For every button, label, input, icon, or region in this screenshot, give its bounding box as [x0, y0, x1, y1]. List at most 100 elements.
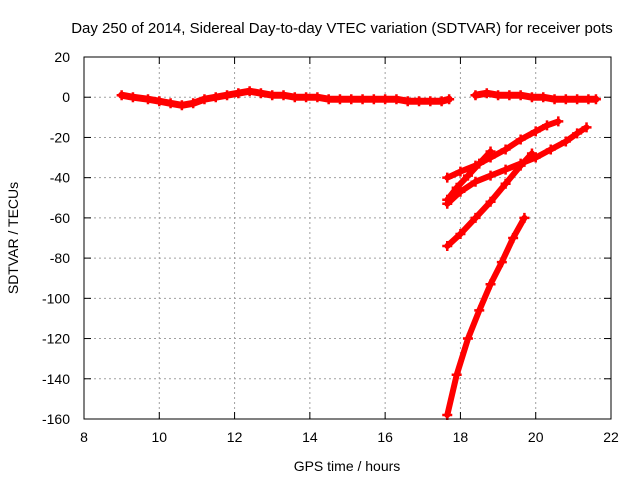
data-point [560, 136, 571, 147]
x-tick-label: 22 [603, 429, 619, 445]
data-point [210, 92, 221, 103]
data-series [442, 146, 496, 205]
data-point [289, 92, 300, 103]
chart-title: Day 250 of 2014, Sidereal Day-to-day VTE… [71, 20, 613, 37]
x-tick-label: 18 [453, 429, 469, 445]
data-point [515, 160, 526, 171]
data-point [581, 122, 592, 133]
data-point [188, 98, 199, 109]
data-point [470, 176, 481, 187]
data-series [471, 91, 480, 100]
y-tick-label: -60 [50, 210, 70, 226]
y-tick-label: -120 [42, 331, 70, 347]
data-point [481, 88, 492, 99]
data-point [485, 170, 496, 181]
data-point [538, 92, 549, 103]
x-tick-label: 10 [151, 429, 167, 445]
x-tick-label: 14 [302, 429, 318, 445]
data-point [451, 182, 462, 193]
data-series [116, 86, 455, 111]
data-point [474, 158, 485, 169]
x-axis-label: GPS time / hours [294, 458, 401, 474]
data-point [165, 98, 176, 109]
data-point [545, 144, 556, 155]
data-point [391, 94, 402, 105]
data-point [334, 94, 345, 105]
data-point [542, 120, 553, 131]
data-point [312, 92, 323, 103]
data-point [500, 178, 511, 189]
data-point [500, 144, 511, 155]
data-point [116, 90, 127, 101]
data-point [255, 88, 266, 99]
data-points [116, 86, 601, 420]
data-series [442, 116, 564, 183]
y-tick-label: -80 [50, 250, 70, 266]
data-point [485, 279, 496, 290]
data-point [442, 409, 453, 420]
x-tick-label: 8 [80, 429, 88, 445]
data-point [451, 369, 462, 380]
x-tick-labels: 8 10 12 14 16 18 20 22 [80, 429, 619, 445]
y-tick-label: -20 [50, 129, 70, 145]
data-point [402, 96, 413, 107]
data-point [572, 94, 583, 105]
data-point [301, 92, 312, 103]
data-series [442, 148, 537, 252]
data-point [462, 170, 473, 181]
data-point [508, 233, 519, 243]
data-point [278, 90, 289, 101]
data-point [142, 94, 153, 105]
data-point [444, 94, 455, 105]
data-point [233, 88, 244, 99]
data-point [560, 94, 571, 105]
data-point [425, 96, 436, 107]
data-point [526, 148, 537, 159]
x-tick-label: 20 [528, 429, 544, 445]
data-point [442, 241, 453, 252]
y-tick-label: -160 [42, 411, 70, 427]
data-point [549, 94, 560, 105]
y-tick-label: 0 [62, 89, 70, 105]
plot-frame [83, 56, 612, 420]
data-point [526, 92, 537, 103]
data-point [380, 94, 391, 105]
data-point [462, 333, 473, 344]
x-tick-label: 16 [377, 429, 393, 445]
y-tick-labels: -160 -140 -120 -100 -80 -60 -40 -20 0 20 [42, 49, 70, 427]
data-point [519, 212, 530, 223]
data-point [496, 257, 507, 268]
data-point [244, 86, 255, 97]
data-point [470, 212, 481, 223]
data-point [504, 90, 515, 101]
data-point [485, 146, 496, 157]
data-point [553, 116, 564, 127]
data-point [590, 94, 601, 105]
y-tick-label: -40 [50, 170, 70, 186]
data-point [414, 96, 425, 107]
data-point [442, 194, 453, 205]
data-point [485, 196, 496, 207]
data-point [471, 91, 480, 100]
series-trace [444, 214, 528, 418]
x-tick-label: 12 [227, 429, 243, 445]
data-point [267, 90, 278, 101]
data-point [127, 92, 138, 103]
data-point [436, 96, 447, 107]
y-tick-label: -140 [42, 371, 70, 387]
data-point [368, 94, 379, 105]
axis-ticks [83, 56, 612, 420]
data-point [357, 94, 368, 105]
data-point [455, 166, 466, 177]
data-point [474, 305, 485, 316]
data-point [176, 100, 187, 111]
data-point [530, 126, 541, 137]
data-point [500, 164, 511, 175]
data-point [455, 228, 466, 239]
data-point [346, 94, 357, 105]
data-point [222, 90, 233, 101]
data-point [154, 96, 165, 107]
data-point [515, 134, 526, 145]
